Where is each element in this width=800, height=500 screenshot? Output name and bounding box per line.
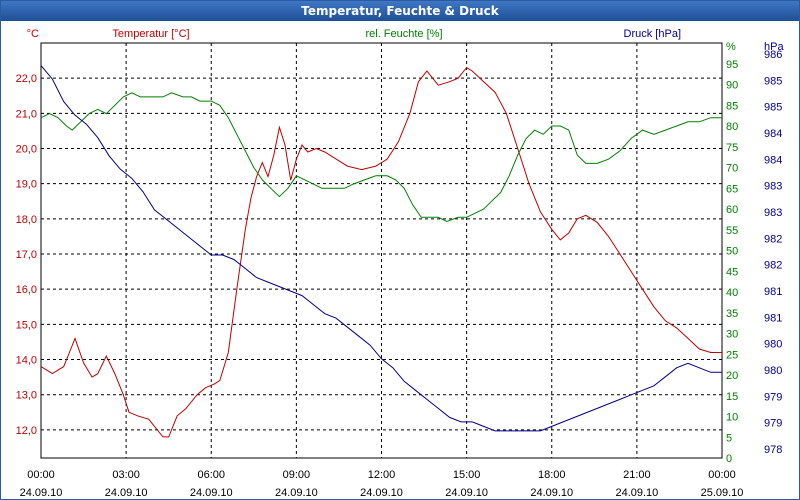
pressure-unit-label: hPa bbox=[764, 41, 784, 53]
x-tick-time: 18:00 bbox=[538, 469, 566, 481]
pressure-tick: 979 bbox=[764, 418, 782, 430]
humidity-tick: 70 bbox=[726, 163, 738, 175]
pressure-tick: 982 bbox=[764, 260, 782, 272]
plot-frame bbox=[40, 42, 723, 459]
series-pressure-line bbox=[40, 65, 722, 432]
x-tick-date: 24.09.10 bbox=[105, 487, 148, 499]
x-tick-date: 24.09.10 bbox=[360, 487, 403, 499]
chart-area: 00:00 24.09.10 03:00 24.09.10 06:00 24.09.10 0… bbox=[16, 28, 785, 499]
pressure-tick: 985 bbox=[764, 75, 782, 87]
temperature-tick: 18,0 bbox=[16, 214, 37, 226]
x-tick-time: 09:00 bbox=[283, 469, 311, 481]
x-tick-time: 03:00 bbox=[112, 469, 140, 481]
humidity-tick: 65 bbox=[726, 183, 738, 195]
x-tick-date: 24.09.10 bbox=[20, 487, 63, 499]
series-humidity-line bbox=[40, 92, 722, 223]
humidity-tick: 10 bbox=[726, 412, 738, 424]
humidity-tick: 75 bbox=[726, 142, 738, 154]
x-tick-date: 24.09.10 bbox=[445, 487, 488, 499]
x-tick-date: 25.09.10 bbox=[701, 487, 744, 499]
pressure-tick: 983 bbox=[764, 181, 782, 193]
temperature-axis-title: Temperatur [°C] bbox=[112, 28, 189, 40]
humidity-tick: 85 bbox=[726, 100, 738, 112]
temperature-tick: 14,0 bbox=[16, 355, 37, 367]
x-tick-time: 00:00 bbox=[708, 469, 736, 481]
series-group bbox=[40, 65, 722, 438]
x-tick-time: 00:00 bbox=[27, 469, 55, 481]
humidity-tick: 40 bbox=[726, 287, 738, 299]
humidity-tick: 45 bbox=[726, 266, 738, 278]
temperature-tick: 22,0 bbox=[16, 73, 37, 85]
x-tick-time: 06:00 bbox=[197, 469, 225, 481]
pressure-tick: 983 bbox=[764, 207, 782, 219]
window-title: Temperatur, Feuchte & Druck bbox=[1, 1, 799, 21]
x-tick-time: 21:00 bbox=[623, 469, 651, 481]
humidity-axis-title: rel. Feuchte [%] bbox=[365, 28, 442, 40]
temperature-tick: 21,0 bbox=[16, 108, 37, 120]
pressure-tick: 986 bbox=[764, 49, 782, 61]
humidity-tick: 30 bbox=[726, 329, 738, 341]
temperature-unit-label: °C bbox=[27, 28, 39, 40]
pressure-tick: 984 bbox=[764, 154, 782, 166]
x-tick-date: 24.09.10 bbox=[530, 487, 573, 499]
temperature-tick: 13,0 bbox=[16, 390, 37, 402]
x-tick-time: 12:00 bbox=[368, 469, 396, 481]
x-tick-time: 15:00 bbox=[453, 469, 481, 481]
humidity-tick: 55 bbox=[726, 225, 738, 237]
humidity-tick: 0 bbox=[726, 453, 732, 465]
pressure-tick: 981 bbox=[764, 312, 782, 324]
temperature-tick: 17,0 bbox=[16, 249, 37, 261]
humidity-tick: 25 bbox=[726, 349, 738, 361]
humidity-tick: 80 bbox=[726, 121, 738, 133]
temperature-tick: 16,0 bbox=[16, 284, 37, 296]
temperature-tick: 12,0 bbox=[16, 425, 37, 437]
humidity-tick: 35 bbox=[726, 308, 738, 320]
temperature-tick: 20,0 bbox=[16, 144, 37, 156]
humidity-tick: 50 bbox=[726, 246, 738, 258]
pressure-tick: 979 bbox=[764, 391, 782, 403]
humidity-tick: 5 bbox=[726, 432, 732, 444]
x-tick-date: 24.09.10 bbox=[275, 487, 318, 499]
pressure-tick: 982 bbox=[764, 233, 782, 245]
x-tick-date: 24.09.10 bbox=[615, 487, 658, 499]
pressure-tick: 978 bbox=[764, 444, 782, 456]
pressure-tick: 981 bbox=[764, 286, 782, 298]
pressure-tick: 984 bbox=[764, 128, 782, 140]
humidity-tick: 20 bbox=[726, 370, 738, 382]
temperature-tick: 15,0 bbox=[16, 319, 37, 331]
series-temperature-line bbox=[40, 66, 722, 438]
pressure-axis-title: Druck [hPa] bbox=[624, 28, 681, 40]
humidity-tick: 95 bbox=[726, 59, 738, 71]
pressure-tick: 985 bbox=[764, 102, 782, 114]
x-tick-date: 24.09.10 bbox=[190, 487, 233, 499]
tick-labels: 00:00 24.09.10 03:00 24.09.10 06:00 24.09.10 0… bbox=[16, 49, 783, 499]
humidity-tick: 60 bbox=[726, 204, 738, 216]
pressure-tick: 980 bbox=[764, 339, 782, 351]
humidity-tick: 90 bbox=[726, 80, 738, 92]
humidity-unit-label: % bbox=[726, 41, 736, 53]
temperature-tick: 19,0 bbox=[16, 179, 37, 191]
pressure-tick: 980 bbox=[764, 365, 782, 377]
humidity-tick: 15 bbox=[726, 391, 738, 403]
